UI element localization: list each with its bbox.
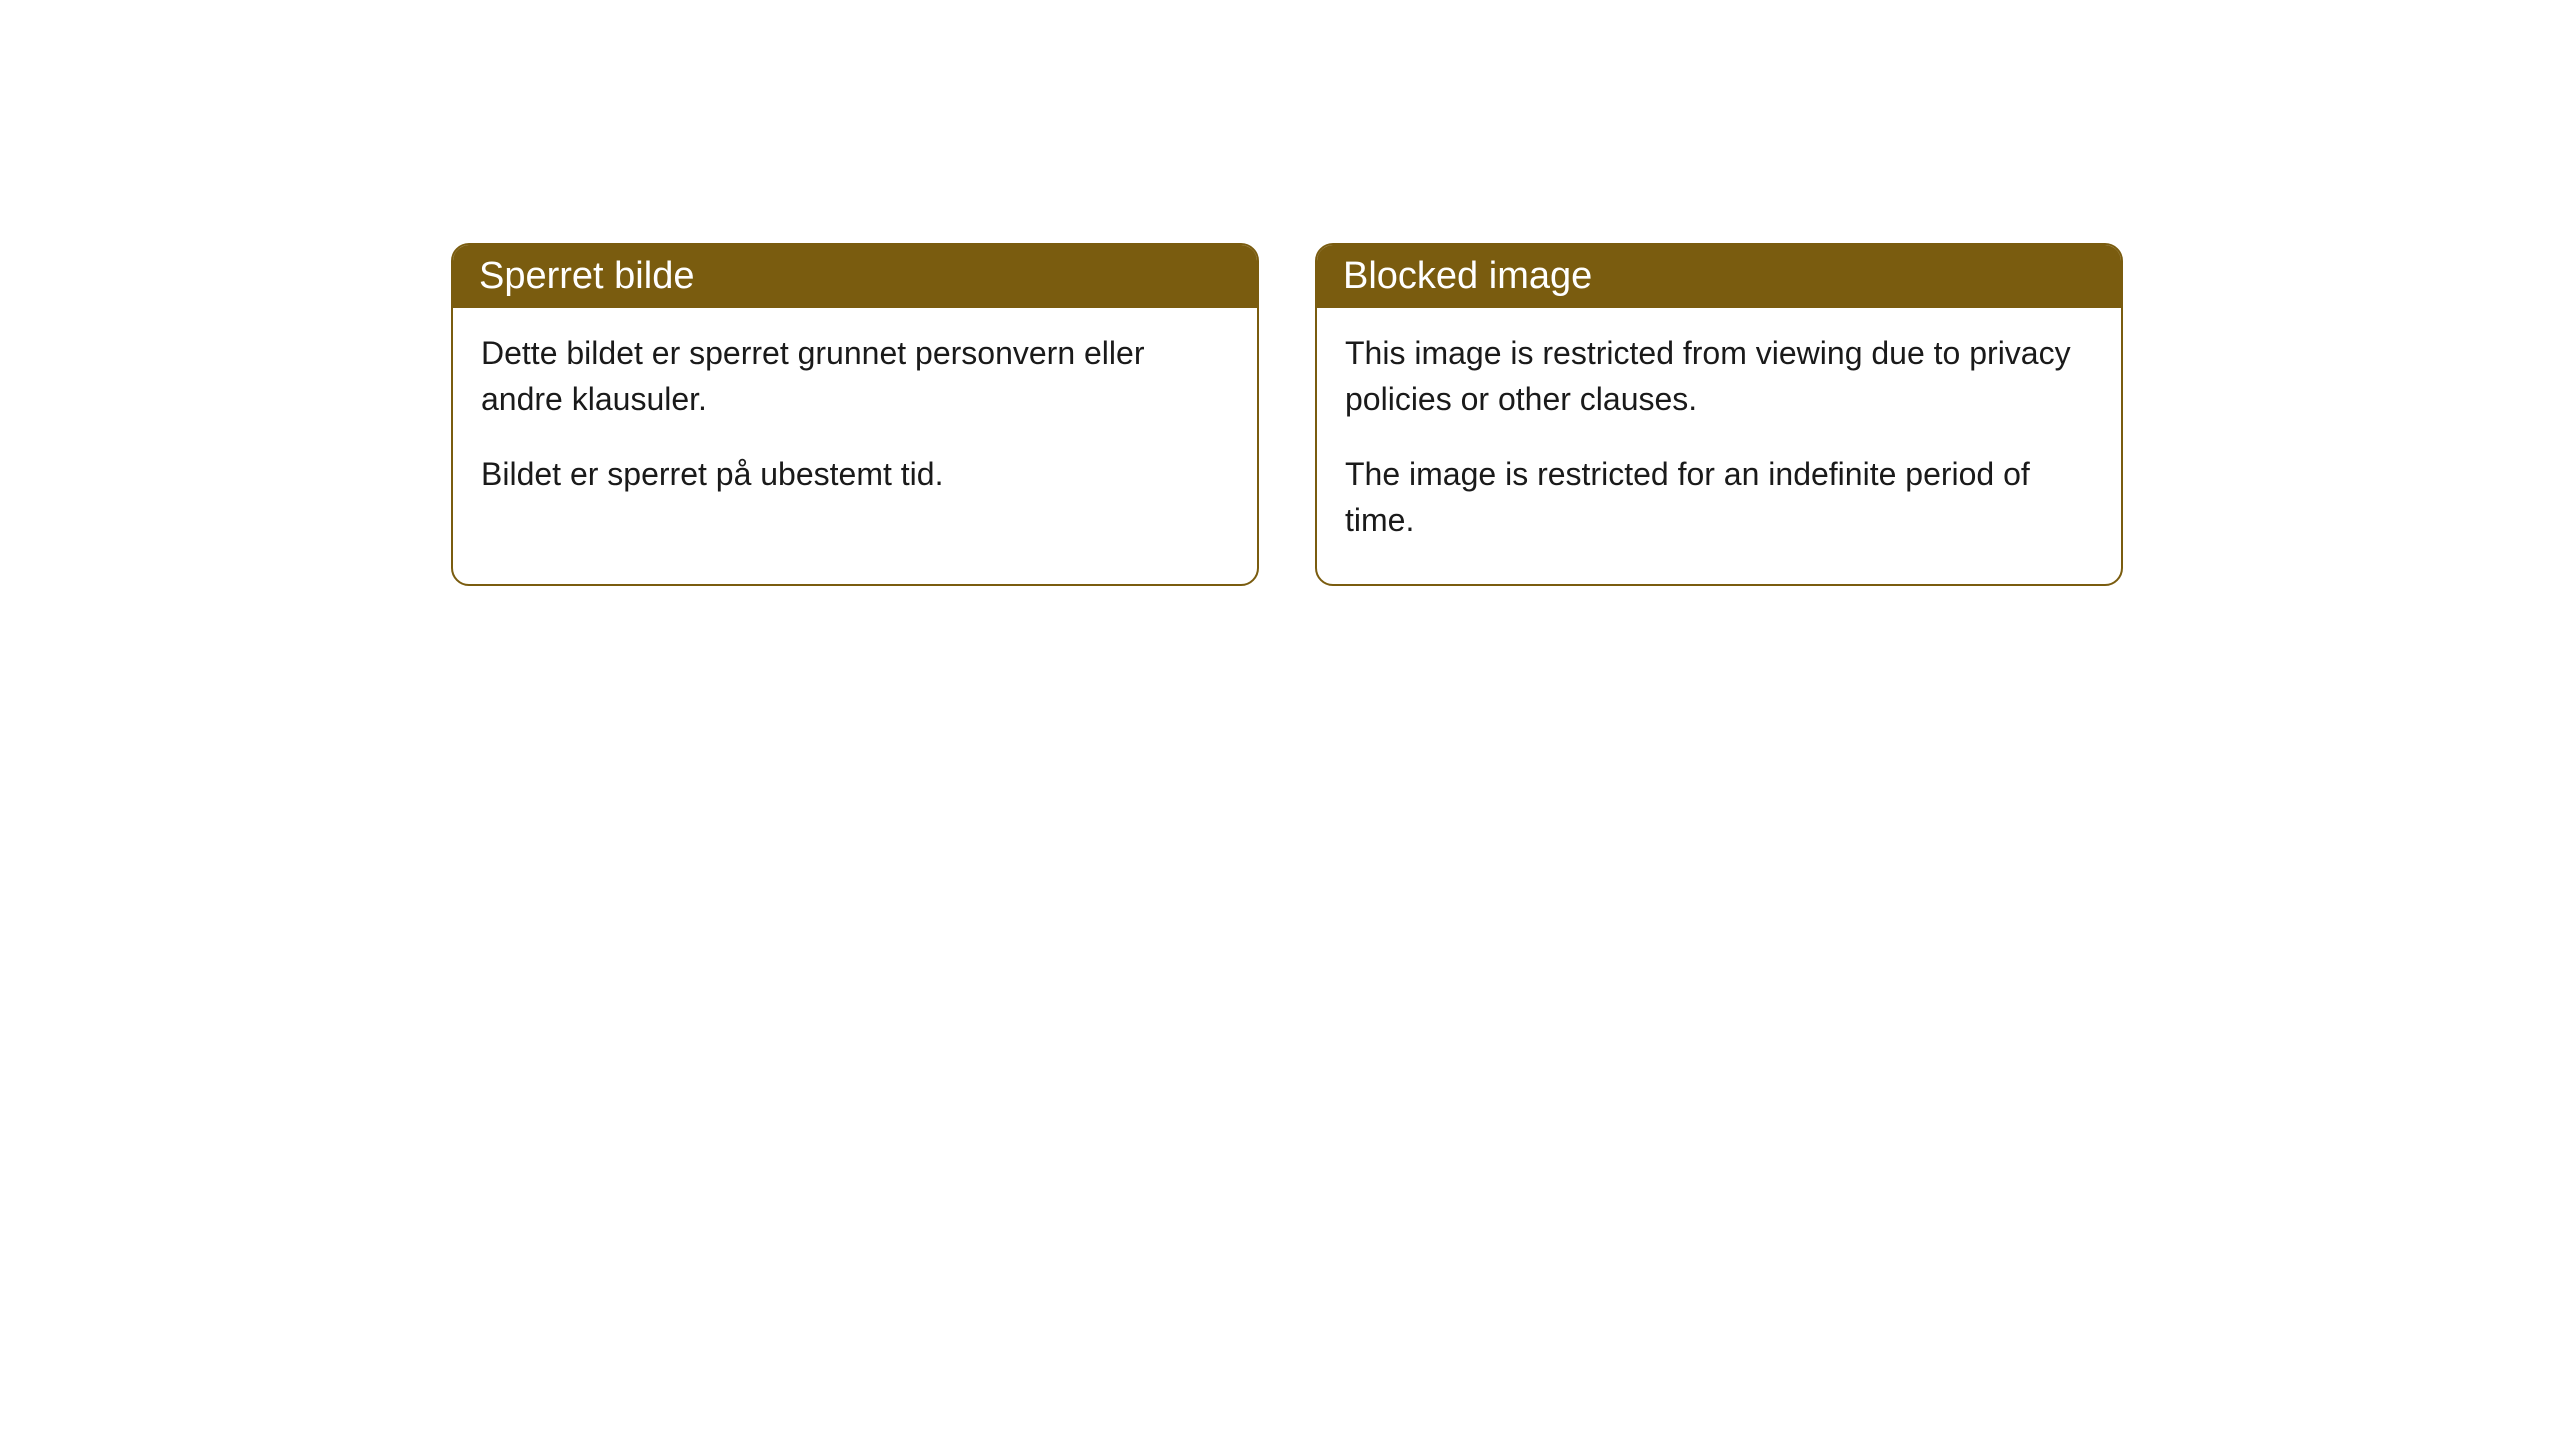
card-body-norwegian: Dette bildet er sperret grunnet personve…: [453, 308, 1257, 537]
notice-container: Sperret bilde Dette bildet er sperret gr…: [451, 243, 2123, 586]
notice-card-norwegian: Sperret bilde Dette bildet er sperret gr…: [451, 243, 1259, 586]
notice-text-english-2: The image is restricted for an indefinit…: [1345, 451, 2093, 544]
notice-text-english-1: This image is restricted from viewing du…: [1345, 330, 2093, 423]
card-header-english: Blocked image: [1317, 245, 2121, 308]
card-body-english: This image is restricted from viewing du…: [1317, 308, 2121, 584]
card-header-norwegian: Sperret bilde: [453, 245, 1257, 308]
notice-card-english: Blocked image This image is restricted f…: [1315, 243, 2123, 586]
notice-text-norwegian-1: Dette bildet er sperret grunnet personve…: [481, 330, 1229, 423]
notice-text-norwegian-2: Bildet er sperret på ubestemt tid.: [481, 451, 1229, 497]
